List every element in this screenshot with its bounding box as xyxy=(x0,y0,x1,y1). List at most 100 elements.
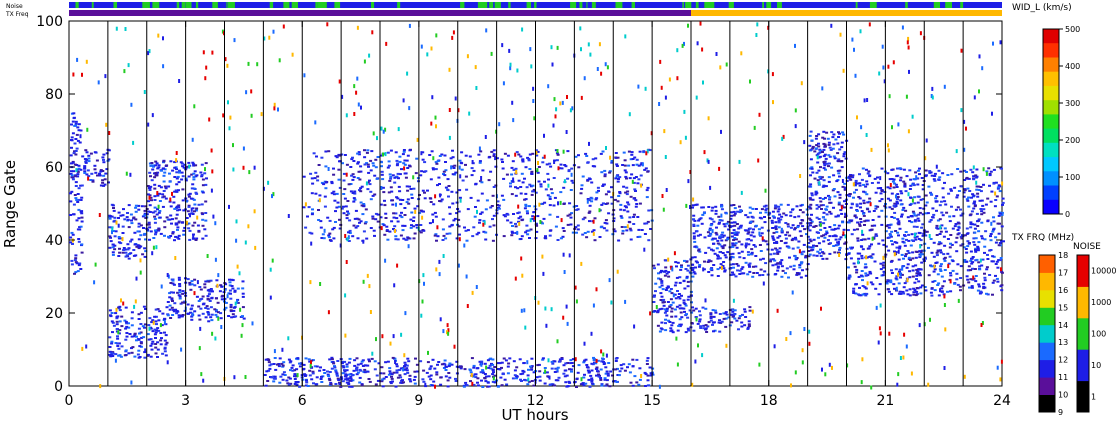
echo-cell xyxy=(656,324,660,327)
echo-cell xyxy=(679,311,683,314)
echo-cell xyxy=(919,292,923,295)
echo-cell xyxy=(936,273,940,276)
echo-cell xyxy=(597,189,600,192)
echo-cell xyxy=(530,170,534,173)
echo-cell xyxy=(340,360,344,363)
echo-cell xyxy=(433,367,437,370)
echo-cell xyxy=(141,325,145,328)
echo-cell xyxy=(708,229,712,232)
echo-cell xyxy=(733,237,737,239)
scatter-point xyxy=(85,344,88,349)
echo-cell xyxy=(148,317,152,320)
echo-cell xyxy=(623,205,627,208)
echo-cell xyxy=(999,257,1003,259)
echo-cell xyxy=(978,265,982,268)
echo-cell xyxy=(550,367,554,370)
echo-cell xyxy=(983,279,987,282)
echo-cell xyxy=(168,304,172,307)
scatter-point xyxy=(521,27,524,32)
echo-cell xyxy=(280,362,284,365)
echo-cell xyxy=(570,370,573,373)
echo-cell xyxy=(410,193,414,196)
echo-cell xyxy=(272,380,276,383)
echo-cell xyxy=(818,221,822,224)
echo-cell xyxy=(181,292,185,295)
echo-cell xyxy=(133,231,137,234)
echo-cell xyxy=(524,205,528,208)
scatter-point xyxy=(346,237,349,242)
echo-cell xyxy=(241,287,245,290)
echo-cell xyxy=(398,198,402,201)
echo-cell xyxy=(124,306,128,309)
scatter-point xyxy=(661,194,664,198)
echo-cell xyxy=(613,198,617,201)
echo-cell xyxy=(543,382,547,385)
echo-cell xyxy=(996,266,1000,269)
echo-cell xyxy=(822,162,826,165)
scatter-point xyxy=(883,79,886,84)
echo-cell xyxy=(219,312,223,315)
scatter-point xyxy=(595,287,598,292)
echo-cell xyxy=(908,169,912,172)
echo-cell xyxy=(294,375,298,378)
echo-cell xyxy=(460,151,464,154)
echo-cell xyxy=(902,180,906,183)
echo-cell xyxy=(324,187,328,190)
echo-cell xyxy=(79,168,83,171)
noise-segment xyxy=(526,2,531,8)
echo-cell xyxy=(396,238,400,241)
echo-cell xyxy=(732,239,736,241)
echo-cell xyxy=(562,186,566,189)
echo-cell xyxy=(584,382,588,385)
scatter-point xyxy=(852,182,855,187)
echo-cell xyxy=(541,357,545,360)
echo-cell xyxy=(908,294,912,297)
echo-cell xyxy=(521,160,525,163)
echo-cell xyxy=(682,280,686,283)
echo-cell xyxy=(758,274,762,277)
echo-cell xyxy=(113,244,117,247)
echo-cell xyxy=(140,336,144,339)
echo-cell xyxy=(107,181,110,184)
echo-cell xyxy=(538,379,542,382)
echo-cell xyxy=(334,155,338,158)
echo-cell xyxy=(714,209,718,212)
echo-cell xyxy=(718,319,721,322)
echo-cell xyxy=(843,182,847,185)
echo-cell xyxy=(909,196,912,199)
echo-cell xyxy=(844,258,848,261)
echo-cell xyxy=(647,239,651,242)
echo-cell xyxy=(330,367,334,370)
echo-cell xyxy=(937,178,941,181)
echo-cell xyxy=(759,268,763,271)
echo-cell xyxy=(678,281,682,284)
echo-cell xyxy=(155,213,159,216)
echo-cell xyxy=(636,236,640,238)
echo-cell xyxy=(414,172,418,175)
echo-cell xyxy=(434,161,438,164)
echo-cell xyxy=(518,358,522,361)
scatter-point xyxy=(841,179,844,183)
echo-cell xyxy=(398,190,402,193)
scatter-point xyxy=(309,280,312,285)
echo-cell xyxy=(153,206,157,209)
echo-cell xyxy=(825,230,829,233)
echo-cell xyxy=(875,277,879,279)
echo-cell xyxy=(432,203,436,206)
echo-cell xyxy=(199,288,203,291)
echo-cell xyxy=(860,270,864,272)
echo-cell xyxy=(151,211,155,214)
echo-cell xyxy=(995,277,999,280)
echo-cell xyxy=(702,212,706,215)
echo-cell xyxy=(441,239,445,241)
echo-cell xyxy=(201,218,205,221)
echo-cell xyxy=(654,282,658,285)
echo-cell xyxy=(406,371,410,374)
echo-cell xyxy=(117,347,121,350)
echo-cell xyxy=(665,287,669,289)
echo-cell xyxy=(330,182,334,185)
echo-cell xyxy=(149,355,153,358)
scatter-point xyxy=(400,332,403,337)
echo-cell xyxy=(771,237,775,240)
echo-cell xyxy=(176,236,180,239)
